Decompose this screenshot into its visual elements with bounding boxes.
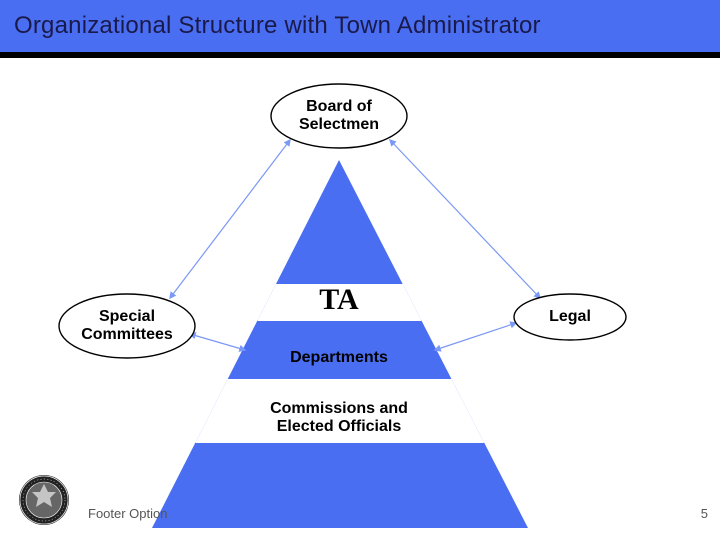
node-commissions-label: Commissions andElected Officials	[229, 400, 449, 437]
node-departments-label: Departments	[239, 349, 439, 367]
node-special-label: SpecialCommittees	[59, 308, 195, 345]
node-board-label: Board ofSelectmen	[271, 98, 407, 135]
node-legal-label: Legal	[514, 308, 626, 326]
pyramid	[152, 160, 528, 528]
org-diagram	[0, 0, 720, 540]
node-ta-label: TA	[279, 283, 399, 318]
seal-icon	[18, 474, 70, 526]
footer-text: Footer Option	[88, 506, 168, 521]
page-number: 5	[701, 506, 708, 521]
